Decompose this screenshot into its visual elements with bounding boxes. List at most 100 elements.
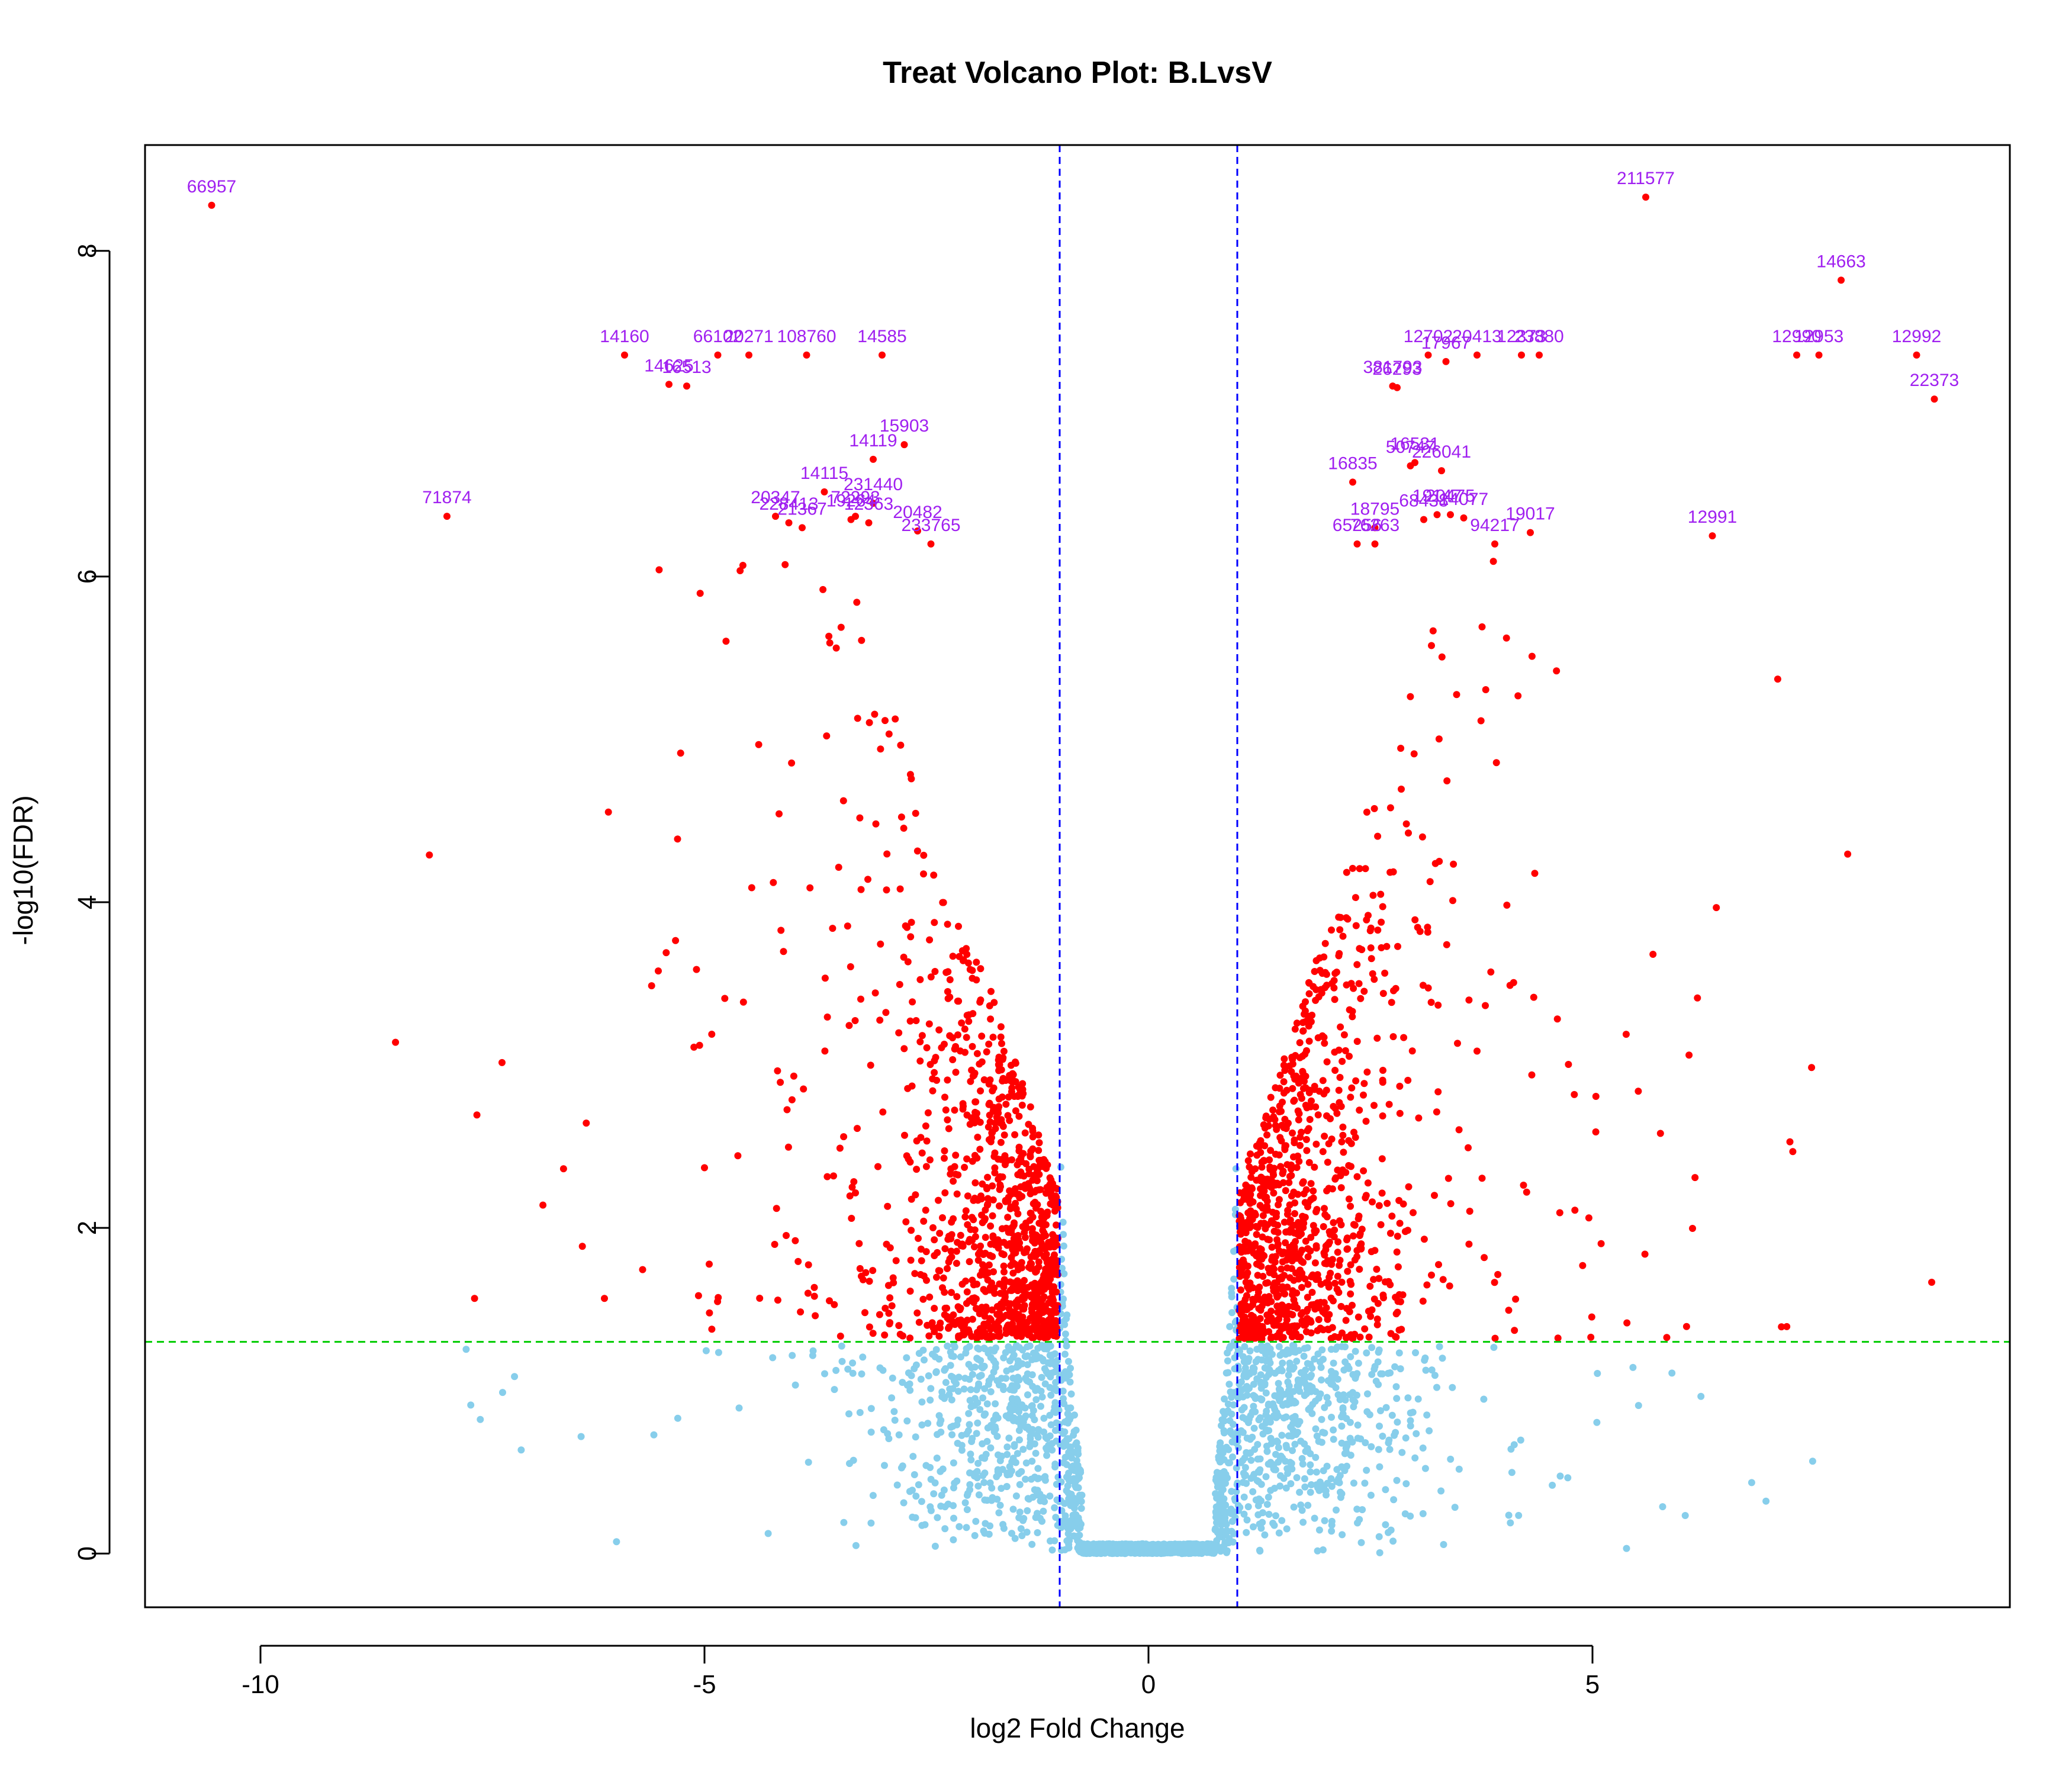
point-significant xyxy=(911,1270,919,1278)
point-significant xyxy=(559,1165,567,1173)
point-not-significant xyxy=(1122,1542,1130,1549)
point-not-significant xyxy=(1338,1343,1346,1350)
point-significant xyxy=(1439,1276,1447,1283)
point-not-significant xyxy=(980,1411,988,1419)
point-not-significant xyxy=(1237,1378,1245,1386)
point-significant xyxy=(1361,1325,1369,1333)
point-significant xyxy=(968,1066,976,1074)
point-not-significant xyxy=(1048,1351,1056,1359)
point-significant xyxy=(1387,1330,1395,1337)
point-significant xyxy=(1308,1289,1316,1296)
point-significant xyxy=(1032,1252,1040,1260)
labeled-gene-point xyxy=(1527,529,1534,536)
point-significant xyxy=(821,974,829,982)
point-significant xyxy=(1305,1037,1313,1045)
point-not-significant xyxy=(1275,1529,1283,1537)
point-significant xyxy=(1353,961,1361,969)
point-not-significant xyxy=(900,1499,908,1507)
point-significant xyxy=(1356,1266,1363,1273)
point-significant xyxy=(1597,1240,1605,1247)
point-significant xyxy=(1482,686,1489,693)
point-not-significant xyxy=(1211,1547,1218,1555)
point-significant xyxy=(1238,1307,1246,1315)
point-significant xyxy=(998,1225,1006,1233)
point-significant xyxy=(1351,1221,1359,1229)
point-significant xyxy=(1420,1236,1428,1243)
point-significant xyxy=(883,1240,890,1248)
point-significant xyxy=(1280,1055,1288,1063)
point-not-significant xyxy=(1241,1471,1249,1479)
point-significant xyxy=(1247,1191,1254,1198)
gene-label: 22373 xyxy=(1910,371,1959,390)
point-not-significant xyxy=(1225,1459,1232,1466)
point-significant xyxy=(991,1169,999,1177)
point-significant xyxy=(1394,1308,1401,1316)
point-not-significant xyxy=(1510,1441,1518,1449)
point-not-significant xyxy=(1241,1464,1249,1471)
gene-label: 233765 xyxy=(901,516,960,535)
point-significant xyxy=(1044,1330,1051,1337)
point-significant xyxy=(991,1149,999,1157)
point-not-significant xyxy=(1376,1463,1384,1471)
point-significant xyxy=(755,741,762,748)
point-significant xyxy=(996,1289,1004,1297)
point-significant xyxy=(1411,916,1419,924)
point-not-significant xyxy=(912,1492,920,1500)
point-not-significant xyxy=(1385,1439,1392,1447)
point-not-significant xyxy=(1393,1476,1401,1484)
point-significant xyxy=(1370,1276,1378,1283)
point-not-significant xyxy=(1304,1344,1311,1352)
point-significant xyxy=(1335,1334,1342,1341)
point-significant xyxy=(1023,1245,1031,1253)
point-not-significant xyxy=(992,1363,999,1371)
point-significant xyxy=(1454,1040,1461,1047)
point-significant xyxy=(1018,1092,1026,1100)
point-not-significant xyxy=(1043,1435,1051,1442)
point-not-significant xyxy=(1278,1367,1286,1375)
point-significant xyxy=(1289,1129,1296,1137)
point-significant xyxy=(1365,1333,1373,1341)
point-significant xyxy=(1256,1139,1263,1147)
point-not-significant xyxy=(1019,1346,1027,1354)
point-significant xyxy=(1465,996,1473,1004)
point-significant xyxy=(1274,1221,1282,1229)
point-not-significant xyxy=(961,1499,969,1507)
point-not-significant xyxy=(1221,1514,1229,1521)
point-not-significant xyxy=(1258,1395,1266,1403)
point-significant xyxy=(1311,1259,1319,1267)
point-not-significant xyxy=(1407,1422,1414,1430)
point-significant xyxy=(988,1279,995,1287)
point-significant xyxy=(1641,1250,1649,1258)
point-significant xyxy=(1000,1131,1008,1139)
point-not-significant xyxy=(1085,1541,1093,1549)
point-significant xyxy=(1289,1221,1297,1229)
point-not-significant xyxy=(1073,1439,1080,1447)
point-not-significant xyxy=(1385,1529,1392,1536)
point-not-significant xyxy=(1246,1415,1253,1423)
point-significant xyxy=(846,1192,854,1200)
labeled-gene-point xyxy=(914,527,921,535)
point-significant xyxy=(923,1137,931,1145)
point-significant xyxy=(1365,1307,1372,1315)
point-significant xyxy=(984,1269,992,1276)
point-significant xyxy=(1592,1093,1600,1100)
point-significant xyxy=(1281,1290,1289,1298)
point-significant xyxy=(1308,1273,1315,1280)
point-significant xyxy=(990,1084,998,1092)
point-significant xyxy=(988,1129,996,1137)
point-not-significant xyxy=(1298,1507,1306,1514)
point-significant xyxy=(969,1010,977,1018)
point-not-significant xyxy=(948,1396,955,1404)
point-not-significant xyxy=(1035,1475,1043,1482)
point-significant xyxy=(1352,894,1359,902)
point-significant xyxy=(1308,1301,1315,1309)
point-not-significant xyxy=(980,1479,988,1487)
point-not-significant xyxy=(1447,1455,1455,1463)
point-significant xyxy=(1270,1271,1278,1279)
point-significant xyxy=(929,1324,937,1331)
point-not-significant xyxy=(1379,1433,1386,1440)
point-not-significant xyxy=(1629,1363,1637,1371)
point-not-significant xyxy=(1339,1405,1347,1413)
point-not-significant xyxy=(1296,1488,1304,1496)
point-significant xyxy=(1395,1196,1403,1204)
